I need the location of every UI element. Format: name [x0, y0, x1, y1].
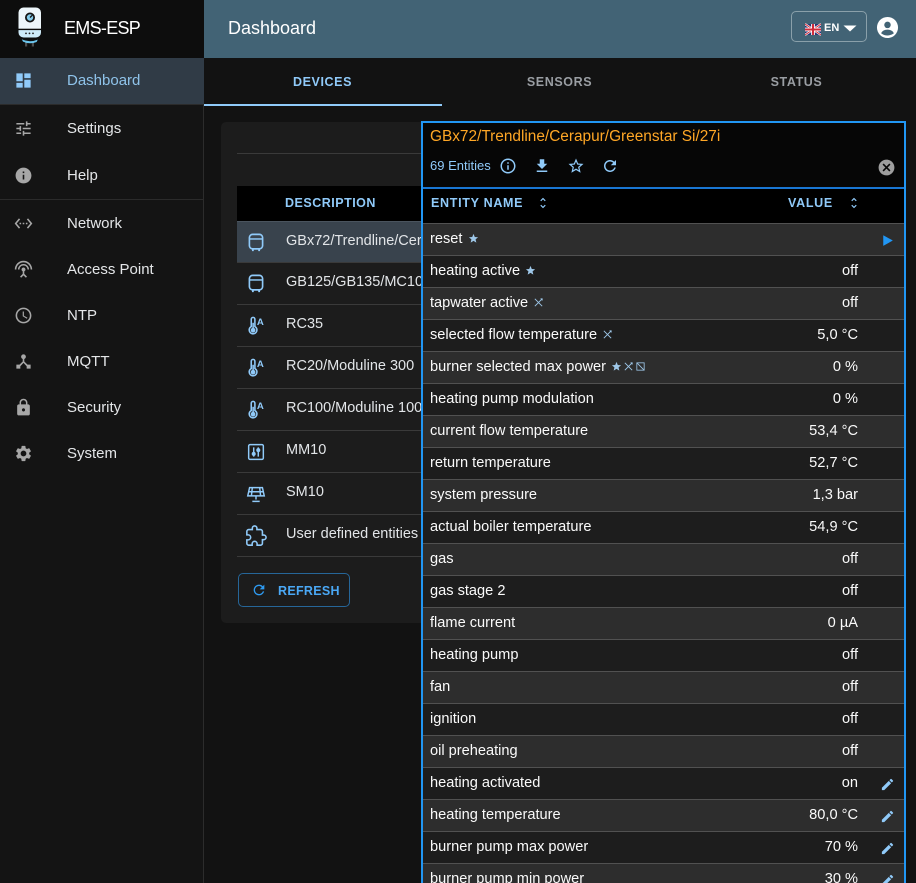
svg-text:A: A: [257, 317, 264, 328]
svg-text:A: A: [257, 401, 264, 412]
svg-text:A: A: [257, 359, 264, 370]
